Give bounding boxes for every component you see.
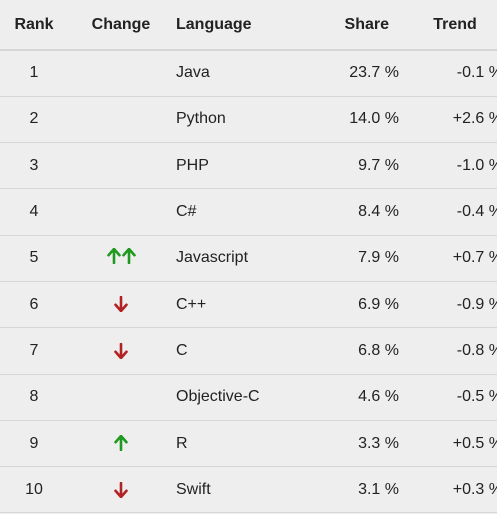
double-arrow-up-icon: [106, 247, 136, 264]
change-cell: [68, 143, 174, 189]
header-share[interactable]: Share: [305, 0, 399, 51]
language-cell: Java: [176, 64, 210, 82]
language-cell: Javascript: [176, 249, 249, 267]
share-cell: 6.8 %: [358, 341, 399, 359]
arrow-down-icon: [114, 342, 128, 359]
trend-cell: -0.9 %: [456, 295, 497, 313]
rank-cell: 2: [29, 110, 39, 128]
header-trend[interactable]: Trend: [399, 0, 497, 51]
share-cell: 3.3 %: [358, 434, 399, 452]
table-header: Rank Change Language Share Trend: [0, 0, 497, 51]
arrow-down-icon: [114, 296, 128, 313]
table-row: 8 Objective-C 4.6 % -0.5 %: [0, 374, 497, 421]
arrow-down-icon: [114, 481, 128, 498]
share-cell: 6.9 %: [358, 295, 399, 313]
language-cell: C: [176, 341, 188, 359]
trend-cell: +2.6 %: [452, 110, 497, 128]
rank-cell: 10: [25, 480, 43, 498]
change-cell: [68, 50, 174, 96]
trend-cell: -0.4 %: [456, 203, 497, 221]
change-cell: [68, 420, 174, 466]
header-row: Rank Change Language Share Trend: [0, 0, 497, 51]
change-cell: [68, 189, 174, 235]
rank-cell: 7: [29, 341, 39, 359]
trend-cell: -0.5 %: [456, 388, 497, 406]
rank-cell: 3: [29, 156, 39, 174]
language-cell: Swift: [176, 480, 211, 498]
table-row: 2 Python 14.0 % +2.6 %: [0, 96, 497, 143]
rank-cell: 6: [29, 295, 39, 313]
rank-cell: 9: [29, 434, 39, 452]
share-cell: 7.9 %: [358, 249, 399, 267]
language-cell: R: [176, 434, 188, 452]
language-cell: Objective-C: [176, 388, 260, 406]
share-cell: 23.7 %: [349, 64, 399, 82]
header-rank[interactable]: Rank: [0, 0, 68, 51]
share-cell: 3.1 %: [358, 480, 399, 498]
table-row: 10 Swift 3.1 % +0.3 %: [0, 467, 497, 513]
language-cell: C#: [176, 203, 197, 221]
trend-cell: -1.0 %: [456, 156, 497, 174]
table-row: 3 PHP 9.7 % -1.0 %: [0, 143, 497, 189]
share-cell: 14.0 %: [349, 110, 399, 128]
table-row: 6 C++ 6.9 % -0.9 %: [0, 281, 497, 328]
rank-cell: 8: [29, 388, 39, 406]
share-cell: 9.7 %: [358, 156, 399, 174]
change-cell: [68, 96, 174, 142]
table-row: 1 Java 23.7 % -0.1 %: [0, 50, 497, 97]
trend-cell: +0.3 %: [452, 480, 497, 498]
table-body: 1 Java 23.7 % -0.1 % 2 Python 14.0 % +2.6 % 3 PHP…: [0, 50, 497, 513]
trend-cell: +0.7 %: [452, 249, 497, 267]
header-change[interactable]: Change: [68, 0, 174, 51]
rank-cell: 5: [29, 249, 39, 267]
share-cell: 8.4 %: [358, 203, 399, 221]
table-row: 7 C 6.8 % -0.8 %: [0, 328, 497, 375]
change-cell: [68, 281, 174, 327]
change-cell: [68, 328, 174, 374]
header-language[interactable]: Language: [174, 0, 305, 51]
arrow-up-icon: [106, 247, 121, 264]
table-row: 4 C# 8.4 % -0.4 %: [0, 189, 497, 236]
change-cell: [68, 235, 174, 281]
trend-cell: +0.5 %: [452, 434, 497, 452]
trend-cell: -0.1 %: [456, 64, 497, 82]
rank-cell: 4: [29, 203, 39, 221]
arrow-up-icon: [121, 247, 136, 264]
table-row: 9 R 3.3 % +0.5 %: [0, 420, 497, 467]
change-cell: [68, 467, 174, 513]
language-cell: PHP: [176, 156, 209, 174]
language-cell: C++: [176, 295, 207, 313]
arrow-up-icon: [114, 435, 128, 452]
language-cell: Python: [176, 110, 226, 128]
share-cell: 4.6 %: [358, 388, 399, 406]
rank-cell: 1: [29, 64, 39, 82]
table-row: 5 Javascript 7.9 % +0.7 %: [0, 235, 497, 282]
trend-cell: -0.8 %: [456, 341, 497, 359]
change-cell: [68, 374, 174, 420]
